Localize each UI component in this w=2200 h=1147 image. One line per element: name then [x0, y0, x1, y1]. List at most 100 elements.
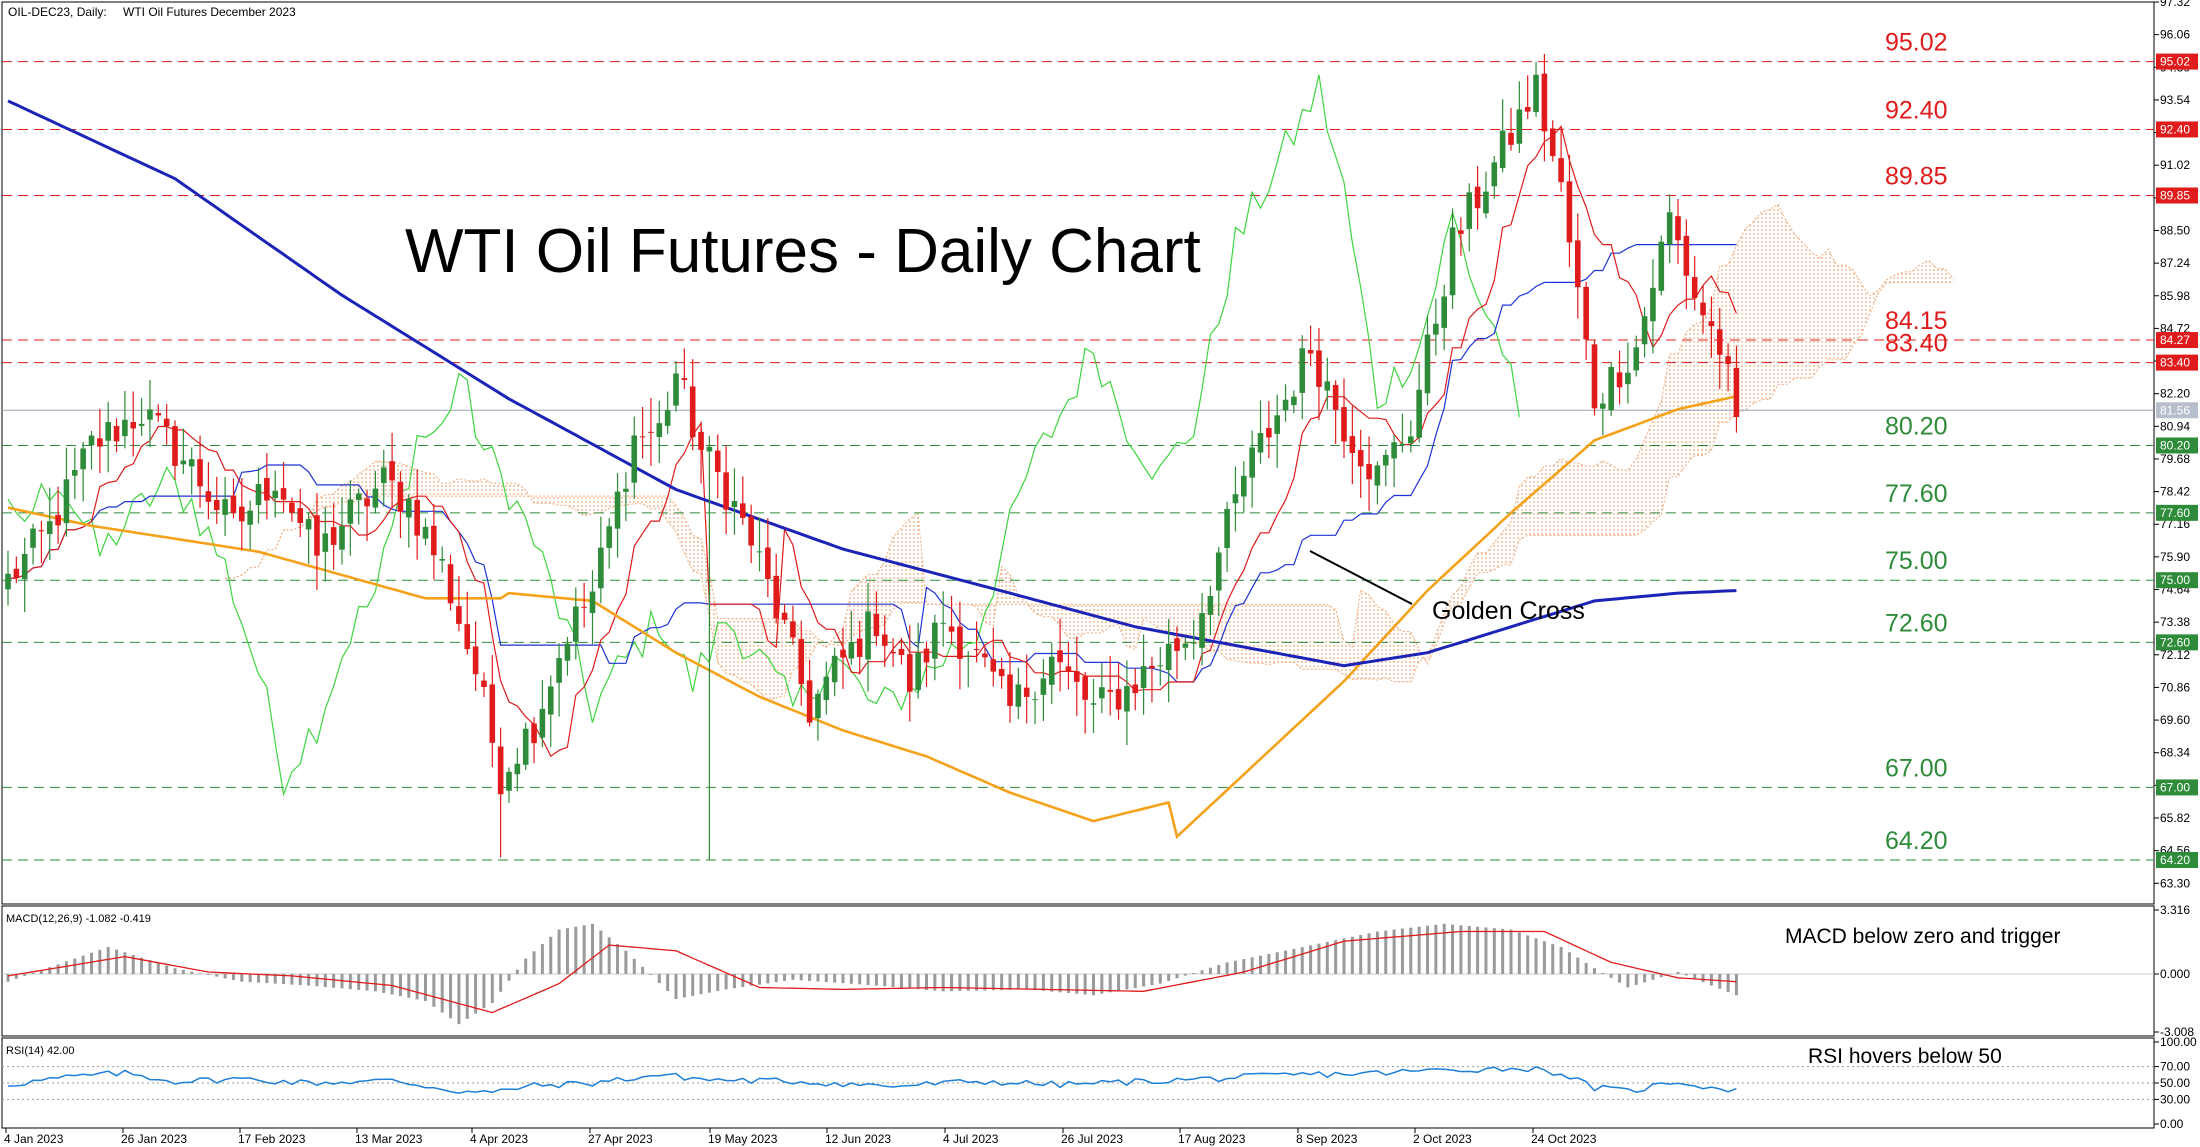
price-tick-label: 73.38 — [2160, 615, 2190, 629]
candle — [1115, 662, 1122, 720]
candle — [272, 470, 278, 518]
candle — [1516, 81, 1523, 153]
level-price-tag: 67.00 — [2156, 779, 2198, 796]
candle — [38, 520, 45, 564]
candle — [264, 453, 270, 520]
price-tick-label: 68.34 — [2160, 746, 2190, 760]
candle — [389, 432, 395, 509]
svg-text:67.00: 67.00 — [2160, 780, 2190, 794]
candle — [556, 643, 562, 717]
candle — [155, 404, 162, 422]
candle — [21, 537, 28, 613]
candle — [305, 512, 312, 564]
candle — [1600, 393, 1606, 436]
svg-text:89.85: 89.85 — [2160, 189, 2190, 203]
candle — [1007, 652, 1013, 723]
candle — [856, 620, 863, 675]
candle — [831, 647, 838, 697]
price-tick-label: 97.32 — [2160, 0, 2190, 9]
svg-text:95.02: 95.02 — [2160, 55, 2190, 69]
candle — [631, 416, 638, 499]
candle — [1082, 672, 1088, 734]
candle — [163, 404, 170, 445]
candle — [865, 582, 871, 692]
candle — [1458, 217, 1464, 257]
candle — [330, 503, 337, 570]
candle — [1650, 259, 1656, 354]
rsi-tick-label: 70.00 — [2160, 1060, 2190, 1074]
candle — [1675, 199, 1681, 264]
candle — [1499, 99, 1506, 173]
candle — [1408, 420, 1414, 453]
candle — [1733, 345, 1740, 433]
candle — [940, 591, 946, 647]
candle — [840, 627, 846, 689]
candle — [606, 517, 612, 569]
price-tick-label: 65.82 — [2160, 811, 2190, 825]
candle — [1549, 120, 1556, 162]
time-tick-label: 24 Oct 2023 — [1531, 1132, 1597, 1146]
candle — [1666, 194, 1673, 263]
price-tick-label: 72.12 — [2160, 648, 2190, 662]
candle — [589, 570, 596, 645]
rsi-panel: 100.00 70.00 50.00 30.00 0.00 — [2, 1035, 2197, 1131]
main-panel-frame — [1, 1, 2155, 905]
candle — [1575, 213, 1581, 319]
candle — [147, 379, 153, 448]
candle — [1357, 429, 1364, 498]
candle — [1099, 662, 1105, 714]
candle — [1140, 634, 1147, 715]
level-price-tag: 83.40 — [2156, 354, 2198, 371]
macd-annotation: MACD below zero and trigger — [1785, 925, 2060, 948]
candle — [873, 591, 880, 646]
candle — [314, 493, 320, 590]
level-label: 92.40 — [1885, 96, 1948, 124]
candle — [1157, 647, 1164, 686]
candle — [447, 554, 454, 611]
candle — [255, 467, 262, 524]
candle — [1608, 362, 1614, 416]
candle — [180, 428, 187, 474]
candle — [798, 620, 805, 706]
svg-text:72.60: 72.60 — [2160, 635, 2190, 649]
time-tick-label: 4 Jan 2023 — [4, 1132, 64, 1146]
candle — [481, 672, 487, 698]
candle — [239, 478, 245, 551]
candle — [497, 727, 504, 858]
candle — [1057, 618, 1063, 692]
level-label: 77.60 — [1885, 480, 1948, 508]
candle — [714, 434, 721, 499]
candle — [915, 622, 921, 699]
macd-tick-label: -3.008 — [2160, 1025, 2194, 1039]
level-price-tag: 77.60 — [2156, 504, 2198, 521]
rsi-tick-label: 0.00 — [2160, 1117, 2184, 1131]
candle — [1165, 618, 1172, 703]
candle — [881, 615, 888, 667]
candle — [656, 400, 663, 463]
candle — [247, 500, 253, 550]
chikou-span — [7, 74, 1520, 797]
candle — [1566, 154, 1573, 268]
candle — [205, 462, 212, 520]
candle — [998, 658, 1005, 689]
level-price-tag: 89.85 — [2156, 187, 2198, 204]
level-label: 64.20 — [1885, 827, 1948, 855]
candle — [431, 504, 437, 580]
candle — [1307, 325, 1314, 366]
candle — [197, 435, 203, 508]
candle — [97, 408, 103, 474]
candle — [63, 447, 70, 537]
candle — [581, 582, 587, 628]
candle — [30, 523, 36, 565]
candle — [598, 516, 604, 604]
candle — [748, 504, 754, 564]
candle — [932, 614, 938, 681]
candle — [1249, 430, 1255, 508]
candle — [1399, 413, 1406, 453]
svg-text:92.40: 92.40 — [2160, 122, 2190, 136]
svg-text:64.20: 64.20 — [2160, 853, 2190, 867]
time-tick-label: 17 Aug 2023 — [1178, 1132, 1246, 1146]
level-price-tag: 80.20 — [2156, 437, 2198, 454]
candle — [130, 391, 137, 457]
